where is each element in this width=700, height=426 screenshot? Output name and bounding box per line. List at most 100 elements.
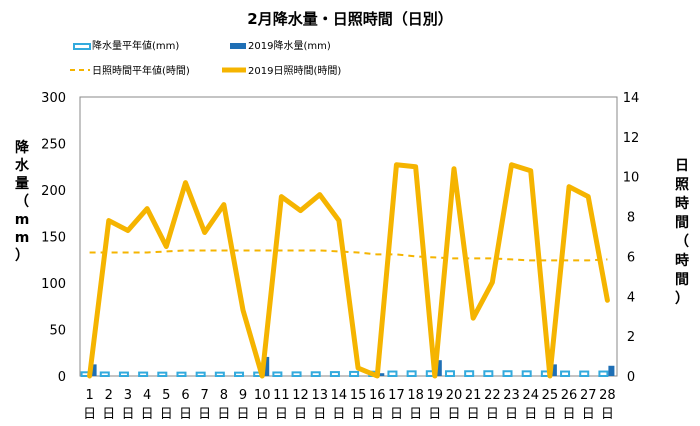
bar-normal-precip (349, 370, 360, 377)
x-tick-label: 12 (292, 388, 309, 403)
bar-normal-precip (598, 370, 609, 378)
right-tick-label: 4 (627, 290, 635, 305)
x-tick-label: 2 (105, 388, 113, 403)
point-2019-sunshine (453, 168, 455, 170)
x-tick-suffix: 日 (121, 407, 134, 422)
right-tick-label: 6 (627, 250, 635, 265)
x-tick-suffix: 日 (543, 407, 556, 422)
bar-normal-precip (387, 370, 398, 378)
bar-normal-precip (138, 371, 149, 377)
x-tick-suffix: 日 (486, 407, 499, 422)
point-2019-sunshine (568, 186, 570, 188)
x-tick-suffix: 日 (256, 407, 269, 422)
x-tick-suffix: 日 (332, 407, 345, 422)
x-tick-label: 14 (331, 388, 348, 403)
point-2019-sunshine (357, 367, 359, 369)
x-tick-label: 11 (273, 388, 290, 403)
x-tick-label: 1 (85, 388, 93, 403)
x-tick-label: 24 (522, 388, 539, 403)
right-tick-label: 14 (623, 91, 640, 106)
x-tick-label: 13 (311, 388, 328, 403)
right-tick-label: 8 (627, 211, 635, 226)
left-tick-label: 150 (41, 231, 66, 246)
right-axis-title: 日照時間（時間） (675, 158, 689, 307)
chart-title: 2月降水量・日照時間（日別） (247, 10, 452, 28)
left-axis-title: 降水量（ m m） (15, 139, 30, 264)
point-2019-sunshine (261, 375, 263, 377)
point-2019-sunshine (491, 281, 493, 283)
x-tick-suffix: 日 (352, 407, 365, 422)
x-tick-label: 22 (484, 388, 501, 403)
x-tick-label: 10 (254, 388, 271, 403)
x-tick-suffix: 日 (409, 407, 422, 422)
point-2019-sunshine (108, 220, 110, 222)
x-axis-labels: 1日2日3日4日5日6日7日8日9日10日11日12日13日14日15日16日1… (83, 388, 616, 422)
x-tick-label: 19 (427, 388, 444, 403)
x-tick-suffix: 日 (390, 407, 403, 422)
point-2019-sunshine (223, 204, 225, 206)
x-tick-suffix: 日 (313, 407, 326, 422)
point-2019-sunshine (549, 375, 551, 377)
bar-normal-precip (579, 370, 590, 378)
point-2019-sunshine (434, 375, 436, 377)
legend-label-2019-precip: 2019降水量(mm) (248, 39, 331, 52)
x-tick-label: 5 (162, 388, 170, 403)
bar-normal-precip (444, 370, 455, 377)
right-tick-label: 0 (627, 370, 635, 385)
bar-normal-precip (502, 370, 513, 377)
x-tick-label: 26 (561, 388, 578, 403)
bar-normal-precip (560, 370, 571, 378)
x-tick-suffix: 日 (505, 407, 518, 422)
x-tick-label: 6 (181, 388, 189, 403)
x-tick-label: 28 (599, 388, 616, 403)
x-tick-suffix: 日 (371, 407, 384, 422)
x-tick-suffix: 日 (102, 407, 115, 422)
bar-2019-precip (608, 365, 615, 376)
bar-normal-precip (99, 371, 110, 378)
bar-series (80, 356, 615, 378)
right-axis-ticks: 0 2 4 6 8 10 12 14 (623, 91, 640, 385)
bar-normal-precip (214, 371, 225, 378)
bar-2019-precip (263, 356, 270, 376)
x-tick-suffix: 日 (179, 407, 192, 422)
point-2019-sunshine (587, 196, 589, 198)
point-2019-sunshine (395, 164, 397, 166)
x-tick-label: 25 (542, 388, 559, 403)
left-tick-label: 100 (41, 277, 66, 292)
x-tick-suffix: 日 (563, 407, 576, 422)
x-tick-label: 18 (407, 388, 424, 403)
left-tick-label: 200 (41, 184, 66, 199)
point-2019-sunshine (511, 164, 513, 166)
bar-2019-precip (90, 364, 97, 376)
point-2019-sunshine (89, 375, 91, 377)
x-tick-suffix: 日 (160, 407, 173, 422)
bar-normal-precip (195, 371, 206, 378)
x-tick-label: 17 (388, 388, 405, 403)
x-tick-label: 7 (201, 388, 209, 403)
x-tick-label: 8 (220, 388, 228, 403)
point-2019-sunshine (165, 245, 167, 247)
legend-label-normal-precip: 降水量平年値(mm) (92, 39, 179, 52)
line-series (87, 162, 610, 379)
legend-swatch-normal-precip (73, 43, 91, 50)
x-tick-suffix: 日 (198, 407, 211, 422)
plot-frame (79, 96, 618, 377)
x-tick-label: 4 (143, 388, 151, 403)
point-2019-sunshine (472, 317, 474, 319)
left-tick-label: 300 (41, 91, 66, 106)
bar-normal-precip (521, 370, 532, 378)
bar-normal-precip (464, 370, 475, 377)
point-2019-sunshine (319, 194, 321, 196)
point-2019-sunshine (146, 208, 148, 210)
legend: 降水量平年値(mm) 2019降水量(mm) 日照時間平年値(時間) 2019日… (70, 39, 341, 77)
x-tick-label: 23 (503, 388, 520, 403)
point-2019-sunshine (300, 210, 302, 212)
right-tick-label: 12 (623, 131, 640, 146)
bar-normal-precip (157, 371, 168, 378)
x-tick-suffix: 日 (601, 407, 614, 422)
point-2019-sunshine (184, 182, 186, 184)
x-tick-suffix: 日 (294, 407, 307, 422)
x-tick-suffix: 日 (275, 407, 288, 422)
bar-normal-precip (406, 370, 417, 378)
bar-normal-precip (234, 371, 245, 378)
